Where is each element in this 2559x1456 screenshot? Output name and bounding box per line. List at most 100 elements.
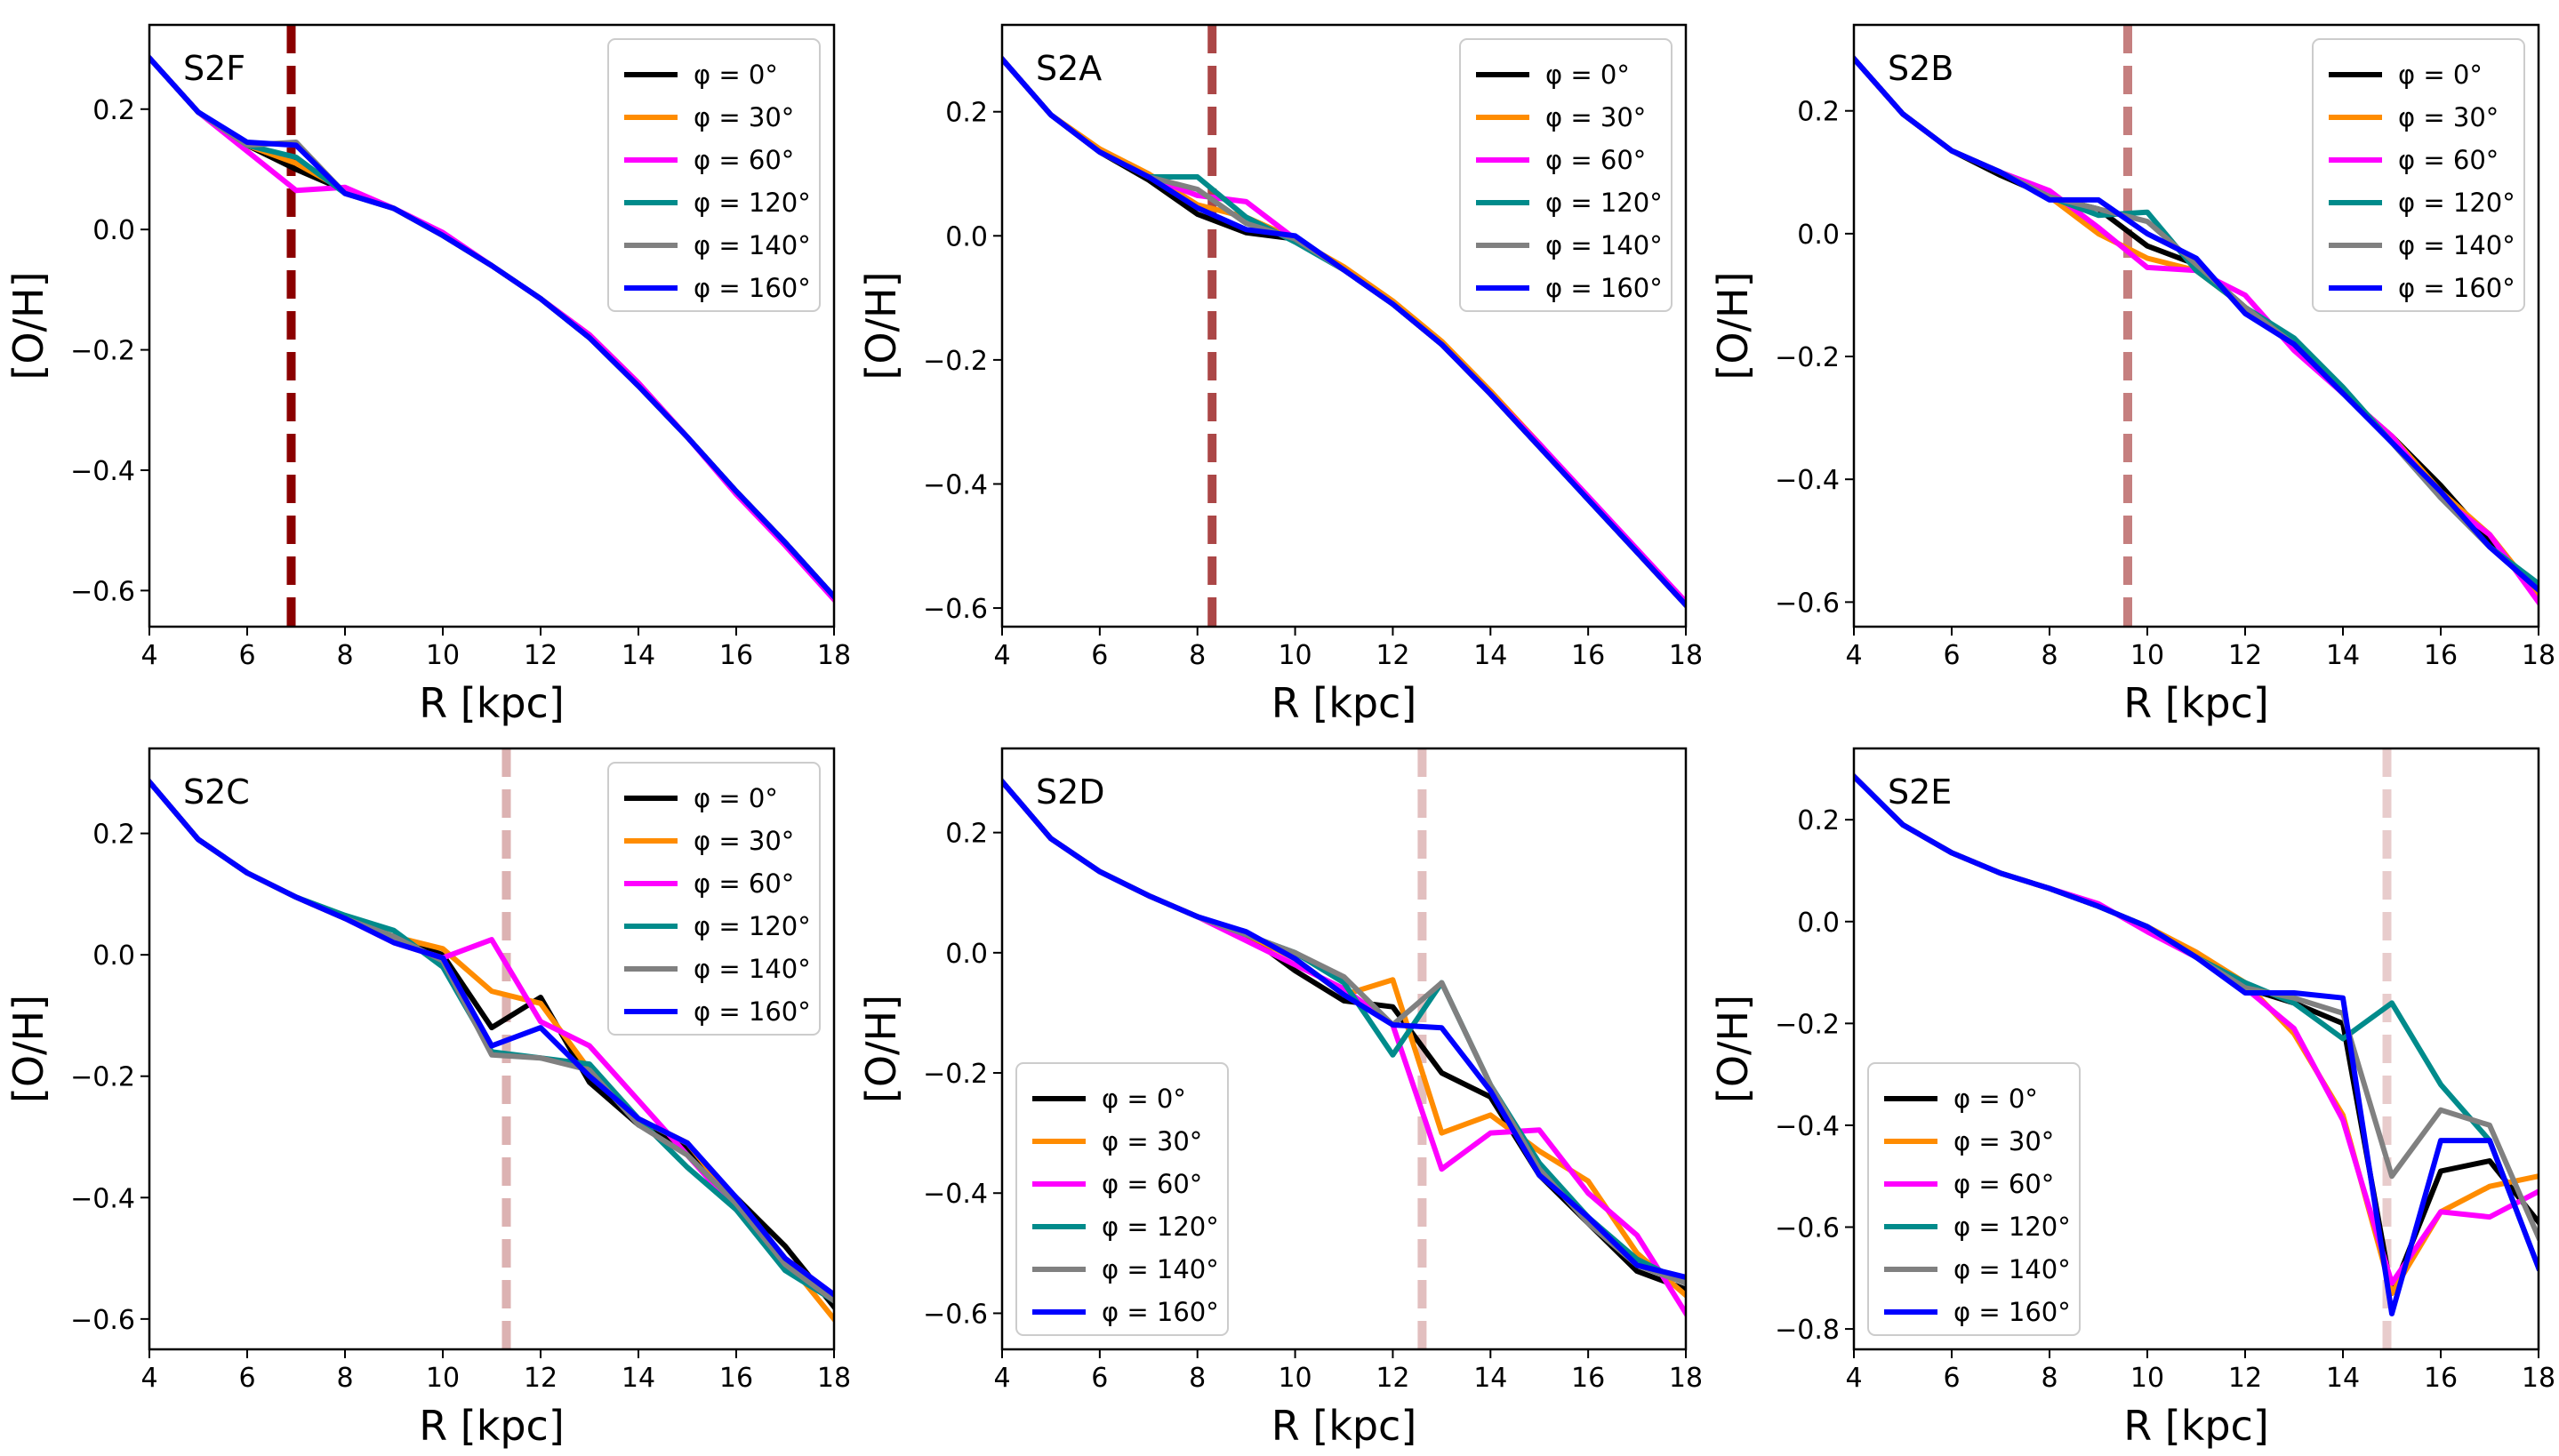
- series-line-5: [1002, 777, 1686, 1280]
- y-axis-label: [O/H]: [857, 995, 905, 1103]
- legend-label: φ = 120°: [694, 911, 811, 941]
- plot-frame: [1852, 747, 2540, 1351]
- legend-label: φ = 140°: [2398, 230, 2515, 260]
- x-tick-label: 4: [140, 1363, 157, 1394]
- x-tick-label: 16: [2424, 640, 2458, 671]
- y-tick-label: −0.4: [923, 469, 988, 500]
- x-tick-label: 18: [1669, 640, 1703, 671]
- x-tick-label: 18: [817, 640, 851, 671]
- y-axis-label: [O/H]: [1709, 995, 1757, 1103]
- legend-label: φ = 120°: [1102, 1212, 1219, 1242]
- legend-label: φ = 60°: [1953, 1169, 2054, 1199]
- legend-label: φ = 160°: [2398, 273, 2515, 303]
- panel-s2f: 4 6 8 10 12 14 16 18 0.2 0.0 −0.2 −0.4 −0.6 R [kpc] [O…: [4, 23, 851, 727]
- panel-title: S2E: [1888, 772, 1952, 812]
- legend-label: φ = 30°: [1953, 1126, 2054, 1156]
- legend: φ = 0° φ = 30° φ = 60° φ = 120° φ = 140° φ = …: [1015, 1062, 1229, 1336]
- x-tick-label: 10: [2130, 640, 2164, 671]
- y-tick-label: 0.0: [92, 215, 135, 246]
- x-tick-label: 12: [1376, 1363, 1409, 1394]
- y-tick-label: −0.6: [923, 1299, 988, 1330]
- legend-label: φ = 0°: [1102, 1084, 1186, 1114]
- legend-label: φ = 120°: [694, 188, 811, 218]
- legend: φ = 0° φ = 30° φ = 60° φ = 120° φ = 140° φ = …: [607, 38, 821, 312]
- y-tick-label: 0.0: [945, 939, 988, 970]
- x-tick-label: 18: [817, 1363, 851, 1394]
- x-tick-label: 8: [336, 1363, 353, 1394]
- x-tick-label: 18: [1669, 1363, 1703, 1394]
- legend-label: φ = 140°: [1953, 1254, 2071, 1284]
- legend-label: φ = 60°: [694, 145, 794, 175]
- y-tick-label: −0.8: [1775, 1315, 1840, 1346]
- y-tick-label: 0.2: [1797, 805, 1840, 836]
- panel-title: S2A: [1036, 49, 1102, 88]
- x-tick-label: 16: [1571, 640, 1605, 671]
- x-tick-label: 6: [238, 640, 255, 671]
- x-tick-label: 8: [2041, 640, 2058, 671]
- plot-area: [1002, 25, 1686, 627]
- legend-label: φ = 60°: [694, 868, 794, 899]
- x-tick-label: 4: [140, 640, 157, 671]
- y-tick-label: −0.2: [1775, 342, 1840, 373]
- y-tick-label: −0.6: [1775, 588, 1840, 619]
- x-tick-label: 8: [1189, 1363, 1206, 1394]
- plot-area: [1002, 748, 1686, 1349]
- x-tick-label: 6: [1091, 640, 1108, 671]
- legend-label: φ = 0°: [2398, 60, 2483, 90]
- y-tick-label: −0.2: [70, 1062, 135, 1093]
- y-tick-label: 0.2: [945, 819, 988, 850]
- x-tick-label: 6: [1943, 1363, 1960, 1394]
- legend-label: φ = 140°: [694, 230, 811, 260]
- plot-area: [1854, 748, 2539, 1349]
- x-tick-label: 8: [1189, 640, 1206, 671]
- x-tick-label: 12: [524, 1363, 558, 1394]
- y-tick-label: −0.4: [70, 1183, 135, 1214]
- y-tick-label: −0.4: [70, 456, 135, 487]
- x-tick-label: 10: [426, 1363, 460, 1394]
- legend-label: φ = 30°: [694, 102, 794, 132]
- x-tick-label: 12: [2228, 640, 2262, 671]
- y-axis-label: [O/H]: [857, 271, 905, 380]
- x-tick-label: 4: [993, 1363, 1010, 1394]
- legend-label: φ = 160°: [694, 273, 811, 303]
- panel-title: S2F: [183, 49, 245, 88]
- x-tick-label: 8: [336, 640, 353, 671]
- y-tick-label: −0.4: [1775, 465, 1840, 496]
- legend-label: φ = 30°: [1545, 102, 1646, 132]
- panel-s2e: 4 6 8 10 12 14 16 18 0.2 0.0 −0.2 −0.4 −0.6 −0.8 R [kp…: [1709, 747, 2555, 1450]
- x-tick-label: 18: [2522, 1363, 2555, 1394]
- x-tick-label: 16: [2424, 1363, 2458, 1394]
- legend-label: φ = 160°: [1953, 1297, 2071, 1327]
- x-tick-label: 14: [1473, 1363, 1507, 1394]
- panel-title: S2C: [183, 772, 250, 812]
- x-tick-label: 18: [2522, 640, 2555, 671]
- y-tick-label: −0.2: [923, 1059, 988, 1090]
- y-tick-label: −0.6: [70, 576, 135, 607]
- legend-label: φ = 30°: [1102, 1126, 1202, 1156]
- x-tick-label: 14: [2326, 1363, 2360, 1394]
- x-tick-label: 14: [622, 1363, 655, 1394]
- legend-label: φ = 0°: [694, 60, 778, 90]
- y-axis-label: [O/H]: [1709, 271, 1757, 380]
- x-tick-label: 16: [1571, 1363, 1605, 1394]
- y-tick-label: 0.2: [92, 820, 135, 851]
- legend: φ = 0° φ = 30° φ = 60° φ = 120° φ = 140° φ = …: [1867, 1062, 2081, 1336]
- legend: φ = 0° φ = 30° φ = 60° φ = 120° φ = 140° φ = …: [2312, 38, 2525, 312]
- x-tick-label: 12: [2228, 1363, 2262, 1394]
- legend-label: φ = 140°: [1545, 230, 1663, 260]
- y-tick-label: 0.2: [92, 95, 135, 126]
- y-tick-label: 0.0: [1797, 908, 1840, 939]
- x-axis-label: R [kpc]: [2123, 1402, 2269, 1450]
- x-tick-label: 14: [622, 640, 655, 671]
- x-tick-label: 10: [426, 640, 460, 671]
- panel-s2b: 4 6 8 10 12 14 16 18 0.2 0.0 −0.2 −0.4 −0.6 R [kpc] [O…: [1709, 23, 2555, 727]
- x-tick-label: 4: [993, 640, 1010, 671]
- series-line-5: [1002, 55, 1686, 609]
- legend-label: φ = 140°: [694, 954, 811, 984]
- x-axis-label: R [kpc]: [419, 679, 565, 727]
- x-tick-label: 10: [2130, 1363, 2164, 1394]
- y-tick-label: 0.0: [92, 940, 135, 972]
- y-axis-label: [O/H]: [4, 271, 52, 380]
- x-axis-label: R [kpc]: [2123, 679, 2269, 727]
